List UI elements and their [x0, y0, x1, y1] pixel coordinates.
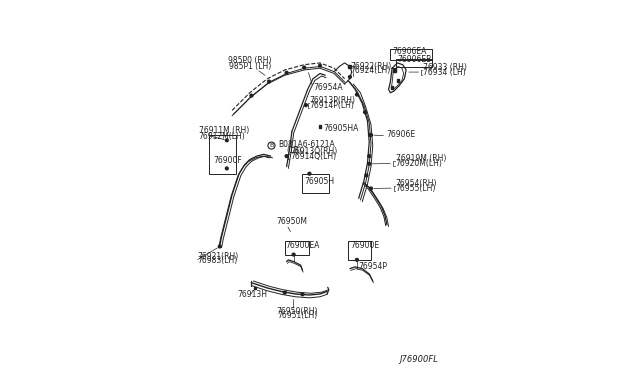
- Bar: [390, 49, 432, 61]
- Circle shape: [369, 134, 371, 137]
- Text: J76900FL: J76900FL: [399, 355, 438, 364]
- Circle shape: [284, 291, 286, 294]
- Text: 76933 (RH): 76933 (RH): [422, 63, 467, 72]
- Text: 76914P(LH): 76914P(LH): [310, 101, 355, 110]
- Circle shape: [369, 134, 372, 137]
- Text: 76983(LH): 76983(LH): [197, 256, 237, 265]
- Text: 76906EA: 76906EA: [392, 47, 426, 56]
- Bar: [391, 86, 394, 89]
- Circle shape: [364, 111, 367, 113]
- Text: 76911M (RH): 76911M (RH): [198, 126, 249, 135]
- Circle shape: [305, 104, 307, 106]
- Circle shape: [303, 66, 305, 69]
- Text: 76913P(RH): 76913P(RH): [310, 96, 355, 105]
- Circle shape: [365, 174, 368, 177]
- Text: 76954(RH): 76954(RH): [396, 179, 437, 188]
- Circle shape: [369, 187, 372, 190]
- Text: 76954A: 76954A: [313, 83, 342, 92]
- Text: 76920M(LH): 76920M(LH): [396, 159, 442, 168]
- Text: 76955(LH): 76955(LH): [396, 183, 436, 193]
- Text: 76919M (RH): 76919M (RH): [396, 154, 446, 163]
- Circle shape: [355, 259, 358, 261]
- Text: B081A6-6121A: B081A6-6121A: [278, 140, 335, 149]
- Bar: [319, 125, 321, 128]
- Bar: [285, 241, 310, 254]
- Text: 76900EA: 76900EA: [285, 241, 320, 250]
- Text: 76912M(LH): 76912M(LH): [198, 132, 245, 141]
- Bar: [394, 68, 397, 71]
- Text: 76921(RH): 76921(RH): [197, 252, 238, 261]
- Text: 76951(LH): 76951(LH): [277, 311, 317, 320]
- Text: 76950M: 76950M: [276, 217, 307, 226]
- Circle shape: [285, 155, 288, 157]
- Text: 76924(LH): 76924(LH): [350, 67, 390, 76]
- Text: 76905HA: 76905HA: [323, 124, 359, 133]
- Bar: [348, 241, 371, 260]
- Circle shape: [368, 163, 371, 165]
- Circle shape: [268, 80, 271, 83]
- Circle shape: [285, 71, 288, 74]
- Text: 76906EB: 76906EB: [397, 55, 431, 64]
- Bar: [397, 79, 399, 82]
- Circle shape: [349, 76, 351, 78]
- Circle shape: [355, 93, 358, 96]
- Circle shape: [292, 253, 295, 256]
- Text: 76900E: 76900E: [350, 241, 379, 250]
- Circle shape: [301, 293, 304, 296]
- Text: 76954P: 76954P: [358, 262, 388, 271]
- Circle shape: [308, 172, 311, 175]
- Text: 985P0 (RH): 985P0 (RH): [228, 56, 271, 65]
- Text: 76950(RH): 76950(RH): [276, 307, 318, 316]
- Circle shape: [218, 245, 221, 248]
- Circle shape: [319, 64, 321, 67]
- Bar: [396, 60, 432, 67]
- Circle shape: [225, 167, 228, 170]
- Bar: [209, 135, 236, 174]
- Text: 76906E: 76906E: [387, 130, 416, 139]
- Circle shape: [250, 94, 253, 97]
- Bar: [348, 65, 351, 68]
- Text: 76934 (LH): 76934 (LH): [422, 68, 465, 77]
- Text: 76914Q(LH): 76914Q(LH): [290, 152, 336, 161]
- Text: 76900F: 76900F: [214, 156, 243, 165]
- Text: 76905H: 76905H: [304, 177, 334, 186]
- Bar: [303, 174, 329, 193]
- Text: (18): (18): [287, 145, 302, 155]
- Bar: [253, 286, 257, 289]
- Circle shape: [225, 139, 228, 142]
- Text: 76913Q(RH): 76913Q(RH): [290, 147, 337, 156]
- Text: 76922(RH): 76922(RH): [350, 62, 391, 71]
- Circle shape: [368, 155, 371, 157]
- Text: B: B: [269, 144, 273, 148]
- Text: 985P1 (LH): 985P1 (LH): [228, 62, 271, 71]
- Text: 76913H: 76913H: [237, 290, 268, 299]
